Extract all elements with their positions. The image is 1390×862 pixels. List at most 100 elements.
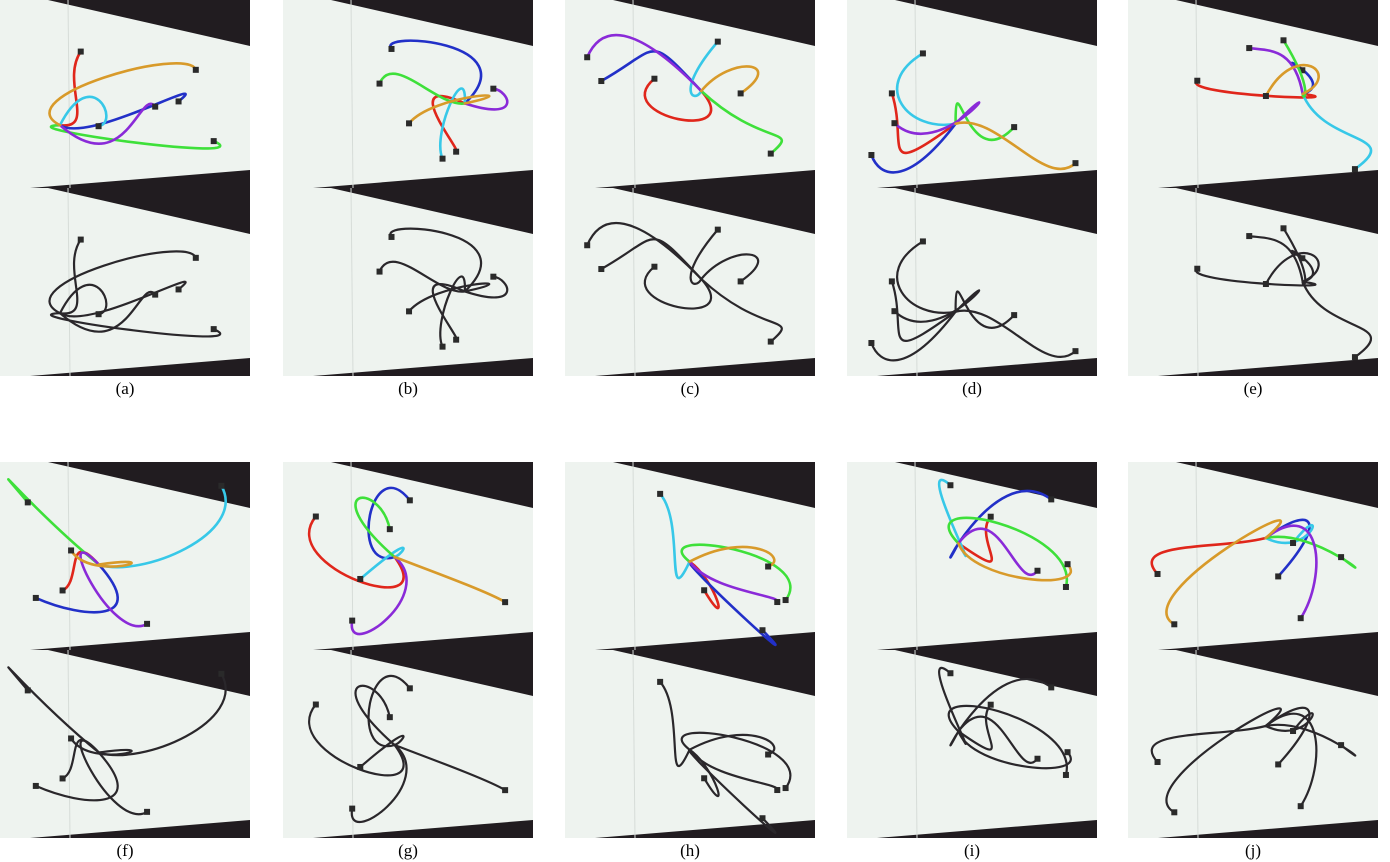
panel-label: (a): [116, 379, 135, 398]
photo: [1128, 0, 1378, 188]
photo: [0, 188, 250, 376]
connector: [1280, 37, 1286, 43]
connector: [1065, 561, 1071, 567]
photo: [847, 650, 1097, 838]
connector: [407, 685, 413, 691]
connector: [1246, 45, 1252, 51]
photo: [847, 188, 1097, 376]
connector: [1034, 568, 1040, 574]
photo: [565, 462, 815, 650]
connector: [1275, 761, 1281, 767]
connector: [774, 787, 780, 793]
connector: [407, 497, 413, 503]
connector: [1290, 728, 1296, 734]
connector: [490, 274, 496, 280]
panel-label: (f): [117, 841, 134, 860]
connector: [1352, 354, 1358, 360]
connector: [1194, 78, 1200, 84]
connector: [1011, 312, 1017, 318]
connector: [1275, 573, 1281, 579]
connector: [33, 595, 39, 601]
connector: [768, 339, 774, 345]
connector: [176, 286, 182, 292]
connector: [1298, 803, 1304, 809]
connector: [584, 242, 590, 248]
photo: [847, 462, 1097, 650]
connector: [651, 76, 657, 82]
connector: [715, 227, 721, 233]
connector: [406, 308, 412, 314]
panel-label: (c): [681, 379, 700, 398]
connector: [218, 483, 224, 489]
connector: [701, 587, 707, 593]
connector: [33, 783, 39, 789]
connector: [657, 679, 663, 685]
connector: [891, 120, 897, 126]
connector: [211, 326, 217, 332]
connector: [598, 266, 604, 272]
connector: [96, 123, 102, 129]
photo: [283, 650, 533, 838]
connector: [1290, 540, 1296, 546]
connector: [889, 90, 895, 96]
connector: [25, 687, 31, 693]
connector: [1338, 554, 1344, 560]
photo: [283, 188, 533, 376]
connector: [1155, 759, 1161, 765]
connector: [144, 809, 150, 815]
connector: [1246, 233, 1252, 239]
connector: [389, 234, 395, 240]
connector: [313, 702, 319, 708]
connector: [584, 54, 590, 60]
figure: (a)(b)(c)(d)(e)(f)(g)(h)(i)(j): [0, 0, 1390, 862]
photo: [847, 0, 1097, 188]
connector: [701, 775, 707, 781]
connector: [60, 775, 66, 781]
connector: [765, 564, 771, 570]
connector: [1155, 571, 1161, 577]
connector: [1048, 684, 1054, 690]
connector: [715, 39, 721, 45]
photo: [0, 650, 250, 838]
panel-label: (g): [398, 841, 418, 860]
connector: [453, 149, 459, 155]
panel-label: (e): [1244, 379, 1263, 398]
connector: [78, 49, 84, 55]
connector: [1065, 749, 1071, 755]
panel-label: (j): [1245, 841, 1261, 860]
connector: [868, 152, 874, 158]
connector: [349, 618, 355, 624]
connector: [988, 702, 994, 708]
connector: [193, 255, 199, 261]
panel-label: (h): [680, 841, 700, 860]
connector: [387, 526, 393, 532]
connector: [78, 237, 84, 243]
connector: [152, 104, 158, 110]
connector: [406, 120, 412, 126]
connector: [1048, 496, 1054, 502]
connector: [357, 576, 363, 582]
connector: [774, 599, 780, 605]
connector: [1263, 281, 1269, 287]
connector: [211, 138, 217, 144]
photo: [1128, 188, 1378, 376]
connector: [889, 278, 895, 284]
photo: [0, 0, 250, 188]
photo: [565, 188, 815, 376]
connector: [218, 671, 224, 677]
connector: [1034, 756, 1040, 762]
connector: [738, 90, 744, 96]
connector: [1338, 742, 1344, 748]
connector: [1063, 772, 1069, 778]
connector: [783, 785, 789, 791]
connector: [96, 311, 102, 317]
connector: [947, 670, 953, 676]
connector: [1063, 584, 1069, 590]
photo: [565, 0, 815, 188]
connector: [657, 491, 663, 497]
connector: [440, 344, 446, 350]
connector: [387, 714, 393, 720]
connector: [1194, 266, 1200, 272]
connector: [988, 514, 994, 520]
photo: [283, 0, 533, 188]
